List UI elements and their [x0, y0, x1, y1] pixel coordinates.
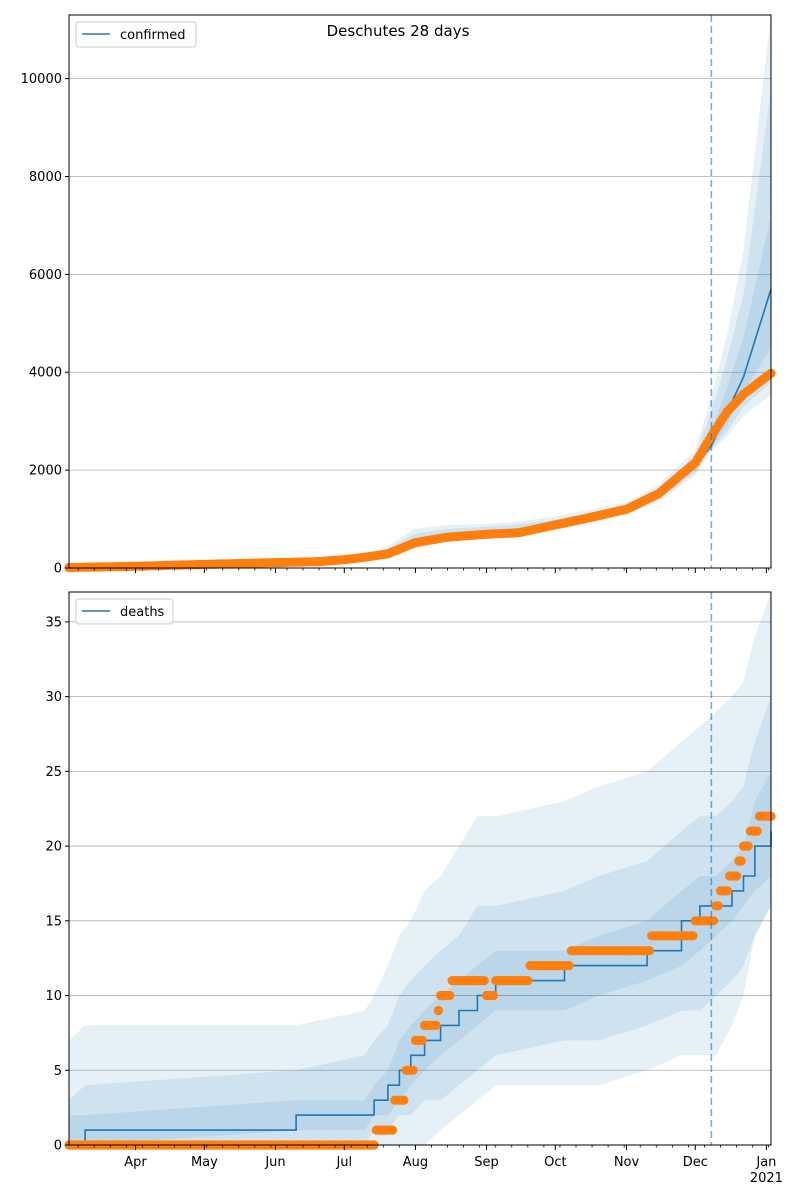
confirmed-gridlines	[69, 78, 771, 471]
deaths-x-tick-label: 2021	[750, 1171, 783, 1186]
deaths-y-tick-label: 0	[54, 1139, 62, 1154]
deaths-observed-point	[709, 916, 719, 926]
confirmed-y-tick-label: 2000	[29, 464, 62, 479]
deaths-x-tick-label: Oct	[544, 1155, 566, 1170]
deaths-observed-point	[445, 990, 455, 1001]
deaths-x-tick-label: Dec	[683, 1155, 708, 1170]
deaths-observed-point	[479, 976, 489, 986]
deaths-observed-point	[433, 1005, 443, 1016]
deaths-observed-point	[743, 841, 753, 851]
deaths-observed-point	[713, 901, 723, 911]
deaths-model-layer	[69, 831, 772, 1146]
deaths-y-tick-label: 30	[45, 690, 62, 705]
confirmed-y-tick-label: 4000	[29, 366, 62, 381]
deaths-legend-label: deaths	[120, 605, 165, 620]
deaths-observed-point	[732, 871, 742, 881]
deaths-x-tick-label: Sep	[474, 1155, 499, 1170]
deaths-x-tick-label: Nov	[614, 1155, 640, 1170]
chart-title: Deschutes 28 days	[327, 22, 470, 40]
deaths-y-tick-label: 35	[45, 615, 62, 630]
deaths-observed-point	[736, 856, 746, 866]
confirmed-legend-box	[75, 21, 197, 48]
confirmed-y-tick-label: 0	[54, 562, 62, 577]
deaths-legend-box	[75, 598, 174, 625]
deaths-y-tick-label: 20	[45, 840, 62, 855]
confirmed-panel: 0 2000 4000 6000 8000 10000 Deschutes 28 days…	[21, 14, 776, 577]
deaths-observed-point	[564, 961, 574, 971]
deaths-x-tick-label: May	[191, 1155, 218, 1170]
deaths-y-tick-label: 5	[54, 1064, 62, 1079]
confirmed-legend: confirmed	[75, 21, 197, 48]
deaths-band-p25-p75	[69, 771, 771, 1145]
confirmed-x-ticks	[77, 568, 770, 573]
confirmed-legend-label: confirmed	[120, 28, 186, 43]
deaths-observed-point	[399, 1095, 409, 1105]
deaths-panel: 0 5 10 15 20 25 30 35 Apr May Jun Jul Aug Sep Oct Nov D…	[45, 591, 783, 1186]
confirmed-y-tick-label: 8000	[29, 170, 62, 185]
deaths-band-p10-p90	[69, 696, 771, 1145]
deaths-observed-point	[523, 976, 533, 986]
deaths-observed-point	[417, 1035, 427, 1045]
deaths-observed-point	[488, 990, 498, 1001]
deaths-x-tick-label: Jan	[755, 1155, 776, 1170]
deaths-observed-point	[431, 1020, 441, 1030]
deaths-observed-point	[408, 1065, 418, 1075]
confirmed-axes-frame	[68, 14, 772, 569]
deaths-axes-frame	[68, 591, 772, 1146]
deaths-y-tick-label: 25	[45, 765, 62, 780]
deaths-observed-point	[752, 826, 762, 836]
deaths-band-p05-p95	[69, 592, 771, 1145]
deaths-x-tick-label: Aug	[403, 1155, 428, 1170]
deaths-observed-point	[644, 946, 655, 956]
deaths-legend: deaths	[75, 598, 174, 625]
deaths-model-line	[69, 831, 772, 1146]
deaths-observed-point	[722, 886, 733, 896]
deaths-x-tick-label: Jul	[335, 1155, 352, 1170]
deaths-y-ticks: 0 5 10 15 20 25 30 35	[45, 615, 69, 1154]
deaths-gridlines	[69, 621, 771, 1071]
deaths-observed-point	[688, 931, 698, 941]
deaths-y-tick-label: 15	[45, 914, 62, 929]
confirmed-y-tick-label: 6000	[29, 268, 62, 283]
deaths-x-tick-label: Apr	[124, 1155, 147, 1170]
confirmed-observed-points	[64, 368, 776, 573]
deaths-observed-point	[387, 1125, 398, 1135]
confirmed-y-tick-label: 10000	[21, 72, 62, 87]
confirmed-y-ticks: 0 2000 4000 6000 8000 10000	[21, 72, 69, 577]
deaths-bands	[69, 592, 771, 1145]
deaths-x-tick-label: Jun	[264, 1155, 285, 1170]
deaths-y-tick-label: 10	[45, 989, 62, 1004]
